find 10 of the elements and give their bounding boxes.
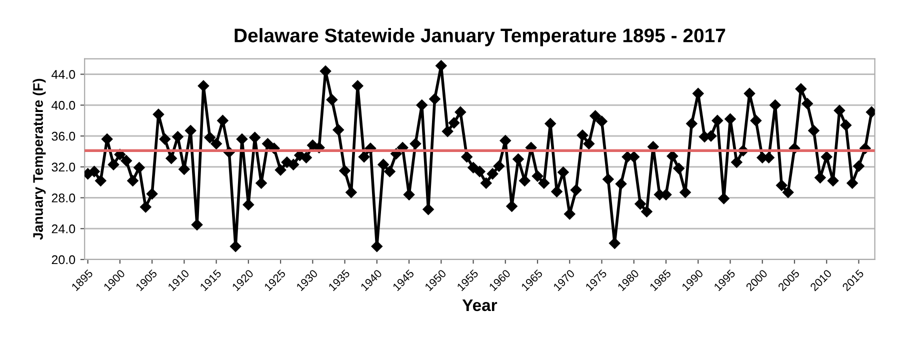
y-tick-label: 32.0 bbox=[52, 162, 76, 172]
y-tick-label: 40.0 bbox=[52, 100, 76, 110]
x-axis-title: Year bbox=[462, 299, 498, 312]
y-tick-label: 44.0 bbox=[52, 70, 76, 79]
y-tick-label: 20.0 bbox=[52, 255, 76, 264]
y-tick-label: 28.0 bbox=[52, 194, 76, 202]
y-tick-label: 24.0 bbox=[52, 224, 76, 234]
y-tick-label: 36.0 bbox=[52, 132, 76, 141]
y-axis-title: January Temperature (F) bbox=[32, 78, 46, 240]
chart-title: Delaware Statewide January Temperature 1895 - 2017 bbox=[234, 28, 726, 46]
